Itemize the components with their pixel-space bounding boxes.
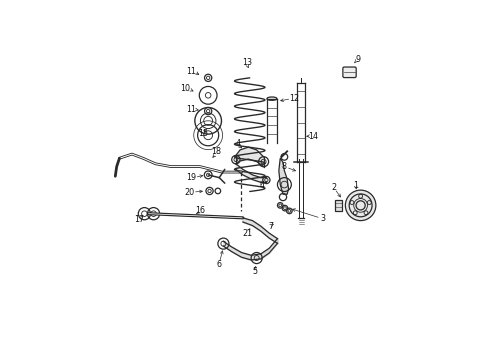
Text: 6: 6	[216, 261, 221, 269]
Text: 1: 1	[353, 181, 358, 190]
Text: 9: 9	[355, 55, 361, 64]
Text: 15: 15	[198, 129, 209, 138]
Text: 21: 21	[243, 229, 253, 238]
Bar	[335, 200, 343, 211]
Text: 3: 3	[320, 214, 325, 223]
Text: 16: 16	[195, 206, 205, 215]
FancyBboxPatch shape	[343, 67, 356, 77]
Text: 11: 11	[186, 67, 196, 76]
Text: 17: 17	[134, 215, 145, 224]
Polygon shape	[279, 158, 289, 194]
Circle shape	[345, 190, 376, 221]
Text: 8: 8	[281, 162, 286, 171]
Text: 13: 13	[242, 58, 252, 67]
Text: 10: 10	[180, 85, 190, 94]
Text: 7: 7	[269, 222, 273, 231]
Text: 11: 11	[186, 105, 196, 114]
Text: 20: 20	[184, 188, 195, 197]
Text: 5: 5	[252, 266, 257, 275]
Text: 12: 12	[289, 94, 299, 103]
Text: 4: 4	[235, 139, 240, 148]
Text: 18: 18	[211, 147, 221, 156]
Text: 2: 2	[332, 183, 337, 192]
Text: 19: 19	[186, 173, 196, 182]
Ellipse shape	[267, 97, 277, 100]
Text: 4: 4	[260, 181, 265, 190]
Text: 14: 14	[309, 131, 318, 140]
